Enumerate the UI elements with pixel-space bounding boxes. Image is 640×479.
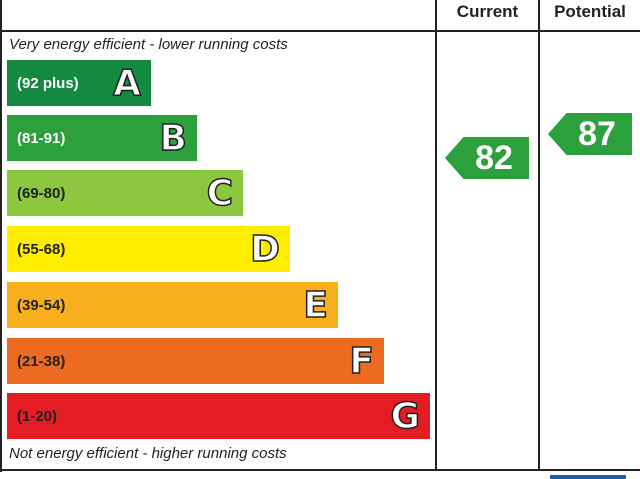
top-note: Very energy efficient - lower running co… <box>9 36 288 53</box>
footer-tab <box>550 475 626 479</box>
band-range: (21-38) <box>17 352 66 370</box>
band-c: (69-80) C <box>7 170 243 216</box>
band-a: (92 plus) A <box>7 60 151 106</box>
border-left <box>0 0 2 472</box>
column-divider <box>538 0 540 470</box>
band-d: (55-68) D <box>7 226 290 272</box>
band-letter: A <box>112 62 141 105</box>
band-e: (39-54) E <box>7 282 338 328</box>
band-range: (39-54) <box>17 296 66 314</box>
border-bottom <box>0 469 640 471</box>
band-letter: D <box>249 228 280 271</box>
band-letter: C <box>206 172 234 215</box>
band-f: (21-38) F <box>7 338 384 384</box>
bottom-note: Not energy efficient - higher running co… <box>9 445 287 462</box>
current-rating-arrow: 82 <box>445 137 529 179</box>
current-rating-value: 82 <box>475 138 513 177</box>
band-range: (92 plus) <box>17 74 79 92</box>
band-g: (1-20) G <box>7 393 430 439</box>
band-letter: E <box>303 284 329 327</box>
header-current: Current <box>456 2 519 21</box>
band-letter: B <box>159 117 188 160</box>
band-range: (1-20) <box>17 407 58 425</box>
header-divider <box>0 30 640 32</box>
band-range: (55-68) <box>17 240 66 258</box>
potential-rating-value: 87 <box>578 114 616 153</box>
band-letter: F <box>349 340 375 383</box>
band-range: (81-91) <box>17 129 66 147</box>
band-letter: G <box>390 395 421 438</box>
band-range: (69-80) <box>17 184 66 202</box>
header-potential: Potential <box>554 2 626 21</box>
potential-rating-arrow: 87 <box>548 113 632 155</box>
column-divider <box>435 0 437 470</box>
band-b: (81-91) B <box>7 115 197 161</box>
